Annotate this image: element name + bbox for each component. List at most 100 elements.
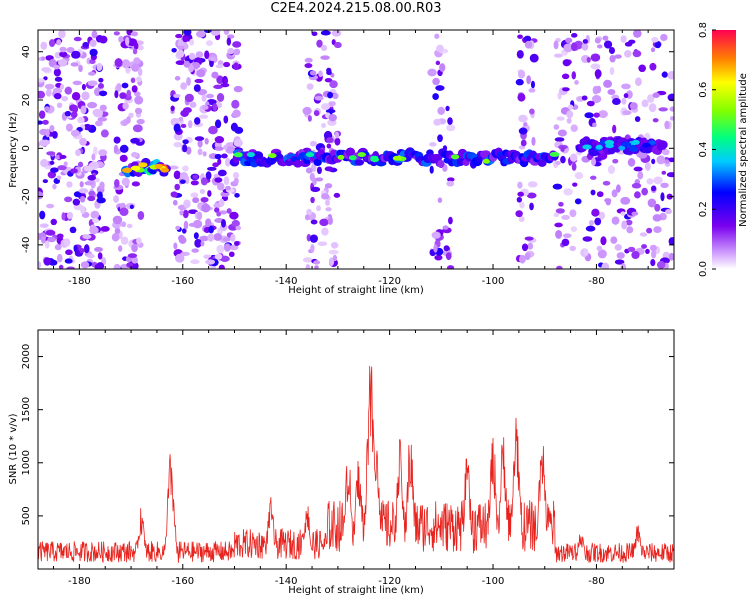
spectrogram-noise-blob [641,187,648,196]
spectrogram-noise-blob [213,84,223,90]
spectrogram-noise-blob [631,250,640,260]
spectrogram-noise-blob [126,223,133,229]
spectrogram-noise-blob [620,196,631,205]
spectrogram-noise-blob [72,198,81,206]
spectrogram-noise-blob [331,30,342,37]
spectrogram-noise-blob [530,80,535,89]
spectrogram-ytick-label: 40 [21,45,32,58]
spectrogram-noise-blob [204,30,212,34]
spectrogram-noise-blob [204,50,210,60]
spectrogram-noise-blob [553,212,560,218]
spectrogram-noise-blob [433,244,438,253]
spectrogram-noise-blob [518,114,528,123]
spectrogram-noise-blob [200,240,205,247]
spectrogram-noise-blob [633,30,642,38]
spectrogram-noise-blob [590,53,601,62]
spectrogram-noise-blob [94,246,103,252]
spectrogram-noise-blob [46,151,56,156]
spectrogram-noise-blob [113,31,120,36]
spectrogram-noise-blob [186,77,191,86]
spectrogram-noise-blob [64,258,73,264]
spectrogram-noise-blob [190,259,200,265]
spectrogram-noise-blob [651,36,659,43]
spectrogram-signal-peak [628,144,637,150]
spectrogram-noise-blob [214,136,225,144]
spectrogram-noise-blob [93,146,98,156]
spectrogram-noise-blob [114,90,119,99]
spectrogram-noise-blob [121,82,129,89]
spectrogram-xlabel: Height of straight line (km) [288,285,424,296]
spectrogram-noise-blob [183,30,192,36]
spectrogram-noise-blob [334,131,339,139]
spectrogram-noise-blob [651,158,656,165]
spectrogram-noise-blob [581,95,588,101]
spectrogram-noise-blob [181,228,187,234]
spectrogram-noise-blob [119,92,127,100]
spectrogram-noise-blob [131,257,138,264]
spectrogram-noise-blob [216,182,225,191]
spectrogram-content [38,30,674,269]
spectrogram-noise-blob [99,181,105,190]
spectrogram-noise-blob [656,261,666,269]
spectrogram-noise-blob [333,41,342,49]
spectrogram-noise-blob [168,165,179,170]
spectrogram-noise-blob [223,30,230,36]
spectrogram-noise-blob [56,253,63,263]
spectrogram-noise-blob [134,95,144,105]
spectrogram-noise-blob [202,151,207,157]
spectrogram-noise-blob [223,144,228,150]
spectrogram-noise-blob [565,37,573,44]
spectrogram-noise-blob [207,166,217,171]
snr-ytick-label: 500 [21,506,32,525]
spectrogram-noise-blob [196,211,203,221]
spectrogram-noise-blob [118,35,124,43]
spectrogram-noise-blob [647,94,655,103]
spectrogram-noise-blob [654,41,662,49]
spectrogram-noise-blob [523,122,528,127]
spectrogram-noise-blob [614,244,622,251]
spectrogram-noise-blob [184,93,194,103]
spectrogram-noise-blob [50,167,59,173]
spectrogram-noise-blob [113,195,119,203]
spectrogram-noise-blob [667,93,674,102]
spectrogram-noise-blob [214,153,222,160]
spectrogram-noise-blob [54,76,63,82]
spectrogram-noise-blob [70,129,80,137]
spectrogram-noise-blob [652,118,659,123]
spectrogram-noise-blob [228,251,235,258]
spectrogram-noise-blob [44,83,55,90]
spectrogram-noise-blob [562,87,570,92]
spectrogram-noise-blob [437,134,443,143]
spectrogram-noise-blob [624,50,632,58]
spectrogram-noise-blob [653,176,663,185]
spectrogram-noise-blob [328,113,337,122]
spectrogram-noise-blob [305,167,313,174]
spectrogram-noise-blob [319,218,329,227]
spectrogram-noise-blob [217,169,227,177]
spectrogram-noise-blob [584,112,594,119]
spectrogram-noise-blob [202,104,209,110]
spectrogram-noise-blob [665,208,672,215]
spectrogram-noise-blob [93,109,104,118]
spectrogram-noise-blob [126,89,132,98]
snr-content [38,365,674,563]
spectrogram-noise-blob [614,54,622,59]
spectrogram-noise-blob [87,80,98,87]
spectrogram-noise-blob [574,172,584,180]
spectrogram-noise-blob [70,168,78,174]
spectrogram-noise-blob [608,47,615,54]
spectrogram-noise-blob [531,136,536,146]
spectrogram-noise-blob [213,233,223,241]
snr-xtick-label: -180 [68,576,91,587]
spectrogram-noise-blob [556,116,565,121]
spectrogram-frame [37,29,675,270]
spectrogram-noise-blob [594,217,602,226]
spectrogram-noise-blob [521,243,529,252]
spectrogram-noise-blob [523,35,532,42]
spectrogram-noise-blob [129,204,134,210]
spectrogram-noise-blob [119,207,129,217]
spectrogram-noise-blob [616,252,625,259]
spectrogram-noise-blob [178,234,185,242]
spectrogram-noise-blob [80,205,86,214]
spectrogram-noise-blob [232,172,240,179]
